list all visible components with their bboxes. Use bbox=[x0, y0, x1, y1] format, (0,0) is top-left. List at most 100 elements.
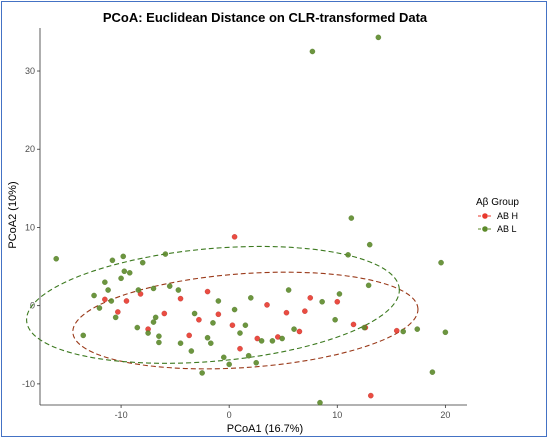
confidence-ellipse-ab-l bbox=[26, 245, 400, 364]
point-ab-l bbox=[231, 306, 238, 313]
point-ab-l bbox=[139, 259, 146, 266]
x-axis-title: PCoA1 (16.7%) bbox=[227, 423, 303, 435]
point-ab-l bbox=[345, 252, 351, 258]
point-ab-h bbox=[350, 321, 357, 328]
point-ab-h bbox=[254, 335, 261, 342]
chart-title: PCoA: Euclidean Distance on CLR-transfor… bbox=[103, 10, 428, 25]
point-ab-l bbox=[269, 338, 276, 344]
y-tick-label: 30 bbox=[25, 66, 35, 76]
y-tick-label: -10 bbox=[22, 379, 35, 389]
point-ab-l bbox=[162, 251, 169, 257]
point-ab-l bbox=[258, 338, 265, 344]
point-ab-h bbox=[302, 308, 308, 314]
legend-marker-ab-h bbox=[482, 213, 488, 219]
point-ab-l bbox=[177, 340, 184, 346]
point-ab-l bbox=[80, 332, 86, 339]
point-ab-l bbox=[156, 333, 162, 339]
y-axis-title: PCoA2 (10%) bbox=[7, 181, 19, 248]
point-ab-l bbox=[118, 275, 124, 282]
point-ab-l bbox=[442, 329, 449, 336]
point-ab-h bbox=[334, 299, 341, 305]
point-ab-l bbox=[96, 305, 103, 311]
legend-title: Aβ Group bbox=[476, 197, 519, 208]
point-ab-l bbox=[348, 215, 355, 221]
point-ab-l bbox=[291, 326, 297, 332]
point-ab-l bbox=[438, 259, 444, 266]
point-ab-l bbox=[429, 369, 436, 375]
point-ab-h bbox=[296, 328, 303, 335]
plot-panel bbox=[39, 28, 467, 406]
point-ab-l bbox=[285, 287, 292, 293]
point-ab-l bbox=[108, 298, 115, 304]
point-ab-l bbox=[332, 316, 338, 323]
x-tick-label: 0 bbox=[227, 410, 232, 420]
point-ab-l bbox=[199, 370, 205, 376]
legend-label-ab-h: AB H bbox=[497, 211, 518, 221]
point-ab-h bbox=[123, 298, 130, 304]
point-ab-l bbox=[414, 326, 421, 332]
point-ab-l bbox=[105, 287, 111, 293]
point-ab-l bbox=[91, 292, 97, 299]
point-ab-h bbox=[102, 296, 108, 303]
point-ab-l bbox=[361, 324, 368, 331]
point-ab-l bbox=[135, 287, 142, 293]
point-ab-h bbox=[196, 316, 202, 323]
point-ab-h bbox=[368, 392, 374, 399]
point-ab-l bbox=[126, 270, 133, 276]
point-ab-l bbox=[319, 299, 325, 305]
point-ab-l bbox=[400, 328, 406, 335]
point-ab-l bbox=[188, 348, 195, 354]
x-tick-label: 20 bbox=[440, 410, 450, 420]
point-ab-l bbox=[166, 283, 173, 289]
legend-label-ab-l: AB L bbox=[497, 224, 517, 234]
point-ab-h bbox=[307, 295, 314, 301]
point-ab-l bbox=[336, 291, 343, 297]
point-ab-l bbox=[245, 352, 252, 359]
point-ab-l bbox=[175, 287, 182, 293]
point-ab-l bbox=[215, 298, 222, 304]
legend-marker-ab-l bbox=[482, 226, 488, 232]
point-ab-l bbox=[102, 279, 108, 285]
point-ab-l bbox=[253, 360, 259, 366]
point-ab-l bbox=[279, 335, 285, 342]
point-ab-l bbox=[112, 314, 119, 321]
point-ab-l bbox=[365, 282, 372, 289]
point-ab-h bbox=[231, 234, 238, 240]
point-ab-l bbox=[366, 241, 373, 248]
point-ab-l bbox=[375, 34, 382, 41]
point-ab-l bbox=[121, 268, 128, 275]
point-ab-l bbox=[242, 322, 249, 328]
point-ab-h bbox=[215, 311, 222, 318]
y-tick-label: 20 bbox=[25, 144, 35, 154]
point-ab-h bbox=[264, 302, 270, 308]
point-ab-h bbox=[186, 332, 192, 339]
point-ab-l bbox=[208, 340, 214, 346]
x-tick-label: 10 bbox=[332, 410, 342, 420]
point-ab-l bbox=[237, 330, 243, 336]
point-ab-l bbox=[191, 310, 198, 317]
point-ab-l bbox=[248, 295, 254, 301]
point-ab-l bbox=[309, 48, 316, 55]
point-ab-l bbox=[204, 334, 211, 341]
y-tick-label: 10 bbox=[25, 222, 35, 232]
point-ab-l bbox=[145, 330, 151, 336]
point-ab-h bbox=[177, 295, 184, 302]
point-ab-l bbox=[210, 320, 216, 326]
point-ab-l bbox=[156, 339, 162, 346]
point-ab-h bbox=[393, 327, 400, 334]
point-ab-l bbox=[152, 314, 159, 321]
point-ab-l bbox=[221, 354, 227, 361]
point-ab-h bbox=[161, 310, 168, 317]
point-ab-l bbox=[120, 253, 126, 260]
point-ab-l bbox=[53, 255, 59, 262]
point-ab-l bbox=[150, 319, 157, 325]
point-ab-l bbox=[109, 257, 116, 264]
point-ab-h bbox=[204, 288, 211, 295]
legend: Aβ Group AB H AB L bbox=[476, 197, 519, 234]
point-ab-h bbox=[237, 345, 243, 352]
x-tick-label: -10 bbox=[115, 410, 128, 420]
point-ab-h bbox=[283, 309, 290, 316]
confidence-ellipse-ab-h bbox=[72, 271, 419, 370]
point-ab-l bbox=[150, 285, 157, 292]
